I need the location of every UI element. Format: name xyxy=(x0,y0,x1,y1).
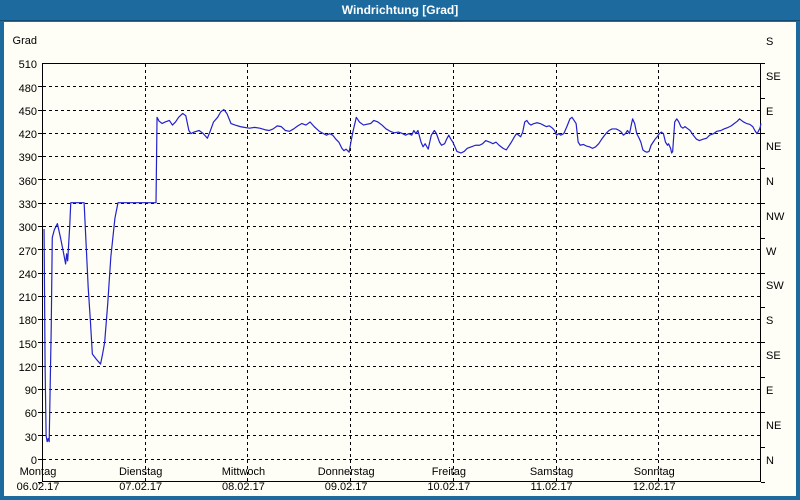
x-axis-day-label: Donnerstag xyxy=(317,466,375,478)
x-axis-date-label: 10.02.17 xyxy=(427,481,471,493)
y-tick-label: 210 xyxy=(18,292,37,305)
y-tick-label: 450 xyxy=(18,105,37,118)
x-axis-date-label: 09.02.17 xyxy=(324,481,368,493)
compass-tick-label: E xyxy=(766,105,774,118)
compass-tick-label: S xyxy=(766,315,774,328)
compass-tick-label: SE xyxy=(766,70,781,83)
compass-tick-label: SE xyxy=(766,350,781,363)
y-axis-left-title: Grad xyxy=(12,35,37,47)
x-axis-date-label: 11.02.17 xyxy=(530,481,573,493)
y-tick-label: 60 xyxy=(24,408,37,421)
x-axis-date-label: 12.02.17 xyxy=(632,481,676,493)
y-tick-label: 330 xyxy=(18,198,37,211)
y-tick-label: 360 xyxy=(18,175,37,188)
y-tick-label: 90 xyxy=(24,385,37,398)
compass-tick-label: N xyxy=(766,175,774,188)
compass-tick-label: NE xyxy=(766,420,782,433)
x-axis-day-label: Sonntag xyxy=(633,466,675,478)
y-tick-label: 480 xyxy=(18,82,37,95)
y-tick-label: 150 xyxy=(18,338,37,351)
y-tick-label: 0 xyxy=(30,455,37,467)
y-tick-label: 300 xyxy=(18,222,37,235)
compass-tick-label: N xyxy=(766,455,774,467)
y-tick-label: 120 xyxy=(18,361,37,374)
compass-tick-label: NW xyxy=(766,210,785,223)
y-tick-label: 30 xyxy=(24,431,37,444)
x-axis-day-label: Montag xyxy=(19,466,57,478)
x-axis-date-label: 08.02.17 xyxy=(222,481,265,493)
x-axis-day-label: Dienstag xyxy=(118,466,163,478)
wind-direction-line xyxy=(43,108,762,443)
x-axis-day-label: Samstag xyxy=(529,466,574,478)
plot-frame xyxy=(42,63,761,482)
x-axis-day-label: Freitag xyxy=(431,466,466,478)
y-tick-label: 420 xyxy=(18,129,37,142)
chart-content-area: Grad 0 30 60 90 120 150 180 210 240 270 300 330 360 39… xyxy=(4,22,796,496)
y-tick-label: 240 xyxy=(18,268,37,281)
x-axis-day-label: Mittwoch xyxy=(221,466,266,478)
x-axis-date-label: 07.02.17 xyxy=(119,481,163,493)
x-axis-date-label: 06.02.17 xyxy=(16,481,60,493)
y-tick-label: 390 xyxy=(18,152,37,165)
compass-tick-label: NE xyxy=(766,140,782,153)
y-tick-label: 510 xyxy=(18,59,37,72)
title-bar: Windrichtung [Grad] xyxy=(0,0,800,21)
y-tick-label: 270 xyxy=(18,245,37,258)
compass-tick-label: W xyxy=(766,245,777,258)
compass-tick-label: S xyxy=(766,36,774,48)
compass-tick-label: E xyxy=(766,385,774,398)
y-tick-label: 180 xyxy=(18,315,37,328)
wind-direction-plot xyxy=(38,63,765,483)
chart-title: Windrichtung [Grad] xyxy=(341,3,459,17)
compass-tick-label: SW xyxy=(766,280,784,293)
